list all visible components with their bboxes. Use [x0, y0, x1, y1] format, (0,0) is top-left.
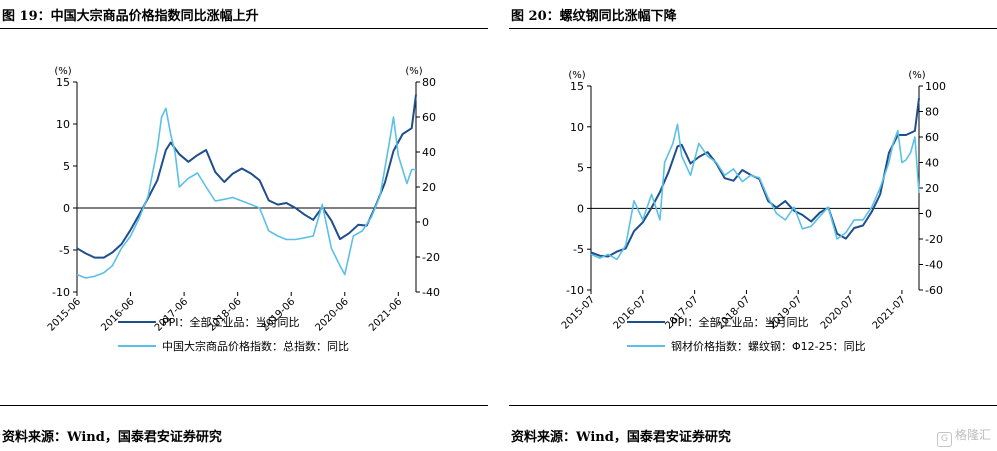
- watermark-text: 格隆汇: [954, 428, 991, 442]
- right-axis-unit: (%): [405, 66, 422, 77]
- left-tick-label: 10: [56, 118, 70, 131]
- left-axis-unit: (%): [54, 66, 71, 77]
- x-tick-label: 2021-06: [367, 296, 404, 333]
- right-tick-label: 20: [925, 182, 939, 195]
- legend-label: PPI：全部工业品：当月同比: [162, 315, 300, 329]
- chart-panel-left: 图 19：中国大宗商品价格指数同比涨幅上升 (%) (%) -10 -5 0 5 10 15 -…: [0, 0, 488, 451]
- right-tick-label: -20: [422, 251, 440, 264]
- right-tick-label: 40: [925, 157, 939, 170]
- right-tick-label: 0: [925, 208, 932, 221]
- source-note: 资料来源：Wind，国泰君安证券研究: [511, 430, 731, 445]
- x-tick-label: 2020-06: [314, 296, 351, 333]
- right-tick-label: -40: [925, 259, 943, 272]
- right-tick-label: 0: [422, 216, 429, 229]
- source-rule: [0, 405, 488, 406]
- left-tick-label: -5: [573, 243, 584, 256]
- left-tick-label: 10: [570, 121, 584, 134]
- legend-label: 钢材价格指数：螺纹钢：Φ12-25：同比: [671, 339, 866, 353]
- chart-title: 图 20：螺纹钢同比涨幅下降: [511, 9, 677, 24]
- left-tick-label: -10: [52, 286, 70, 299]
- right-tick-label: -40: [422, 286, 440, 299]
- x-tick-label: 2016-07: [612, 294, 649, 331]
- chart-panel-right: 图 20：螺纹钢同比涨幅下降 (%) (%) -10 -5 0 5 10 15 -60 -40 -2…: [509, 0, 997, 451]
- legend-label: PPI：全部工业品：当月同比: [671, 315, 809, 329]
- left-tick-label: 15: [56, 76, 70, 89]
- left-tick-label: 0: [577, 202, 584, 215]
- x-tick-label: 2020-07: [819, 294, 856, 331]
- source-note: 资料来源：Wind，国泰君安证券研究: [2, 430, 222, 445]
- right-tick-label: -20: [925, 233, 943, 246]
- series-line: [590, 123, 920, 261]
- right-tick-label: 80: [422, 76, 436, 89]
- source-rule: [509, 405, 997, 406]
- right-tick-label: 60: [422, 111, 436, 124]
- chart-svg-right: (%) (%) -10 -5 0 5 10 15 -60 -40 -20 0 20 40 60 80 100 20…: [560, 70, 946, 353]
- right-tick-label: 40: [422, 146, 436, 159]
- right-axis-unit: (%): [908, 70, 925, 81]
- left-tick-label: -10: [566, 284, 584, 297]
- right-tick-label: 60: [925, 131, 939, 144]
- x-tick-label: 2021-07: [871, 294, 908, 331]
- watermark: G 格隆汇: [936, 426, 991, 447]
- legend-label: 中国大宗商品价格指数：总指数：同比: [162, 339, 349, 353]
- left-tick-label: 15: [570, 80, 584, 93]
- right-tick-label: 80: [925, 106, 939, 119]
- watermark-logo-icon: G: [936, 432, 952, 447]
- series-line: [76, 94, 417, 259]
- left-axis-unit: (%): [568, 70, 585, 81]
- right-tick-label: 100: [925, 80, 946, 93]
- chart-svg-left: (%) (%) -10 -5 0 5 10 15 -40 -20 0 20 40 60 80 2015-06 2…: [46, 66, 440, 353]
- left-tick-label: 5: [63, 160, 70, 173]
- right-tick-label: 20: [422, 181, 436, 194]
- chart-title: 图 19：中国大宗商品价格指数同比涨幅上升: [2, 9, 259, 24]
- right-tick-label: -60: [925, 284, 943, 297]
- x-tick-label: 2016-06: [99, 296, 136, 333]
- left-tick-label: -5: [59, 244, 70, 257]
- x-tick-label: 2015-06: [46, 296, 83, 333]
- series-line: [76, 107, 416, 279]
- x-tick-label: 2015-07: [560, 294, 597, 331]
- title-rule: [0, 28, 488, 29]
- title-rule: [509, 28, 997, 29]
- left-tick-label: 0: [63, 202, 70, 215]
- left-tick-label: 5: [577, 162, 584, 175]
